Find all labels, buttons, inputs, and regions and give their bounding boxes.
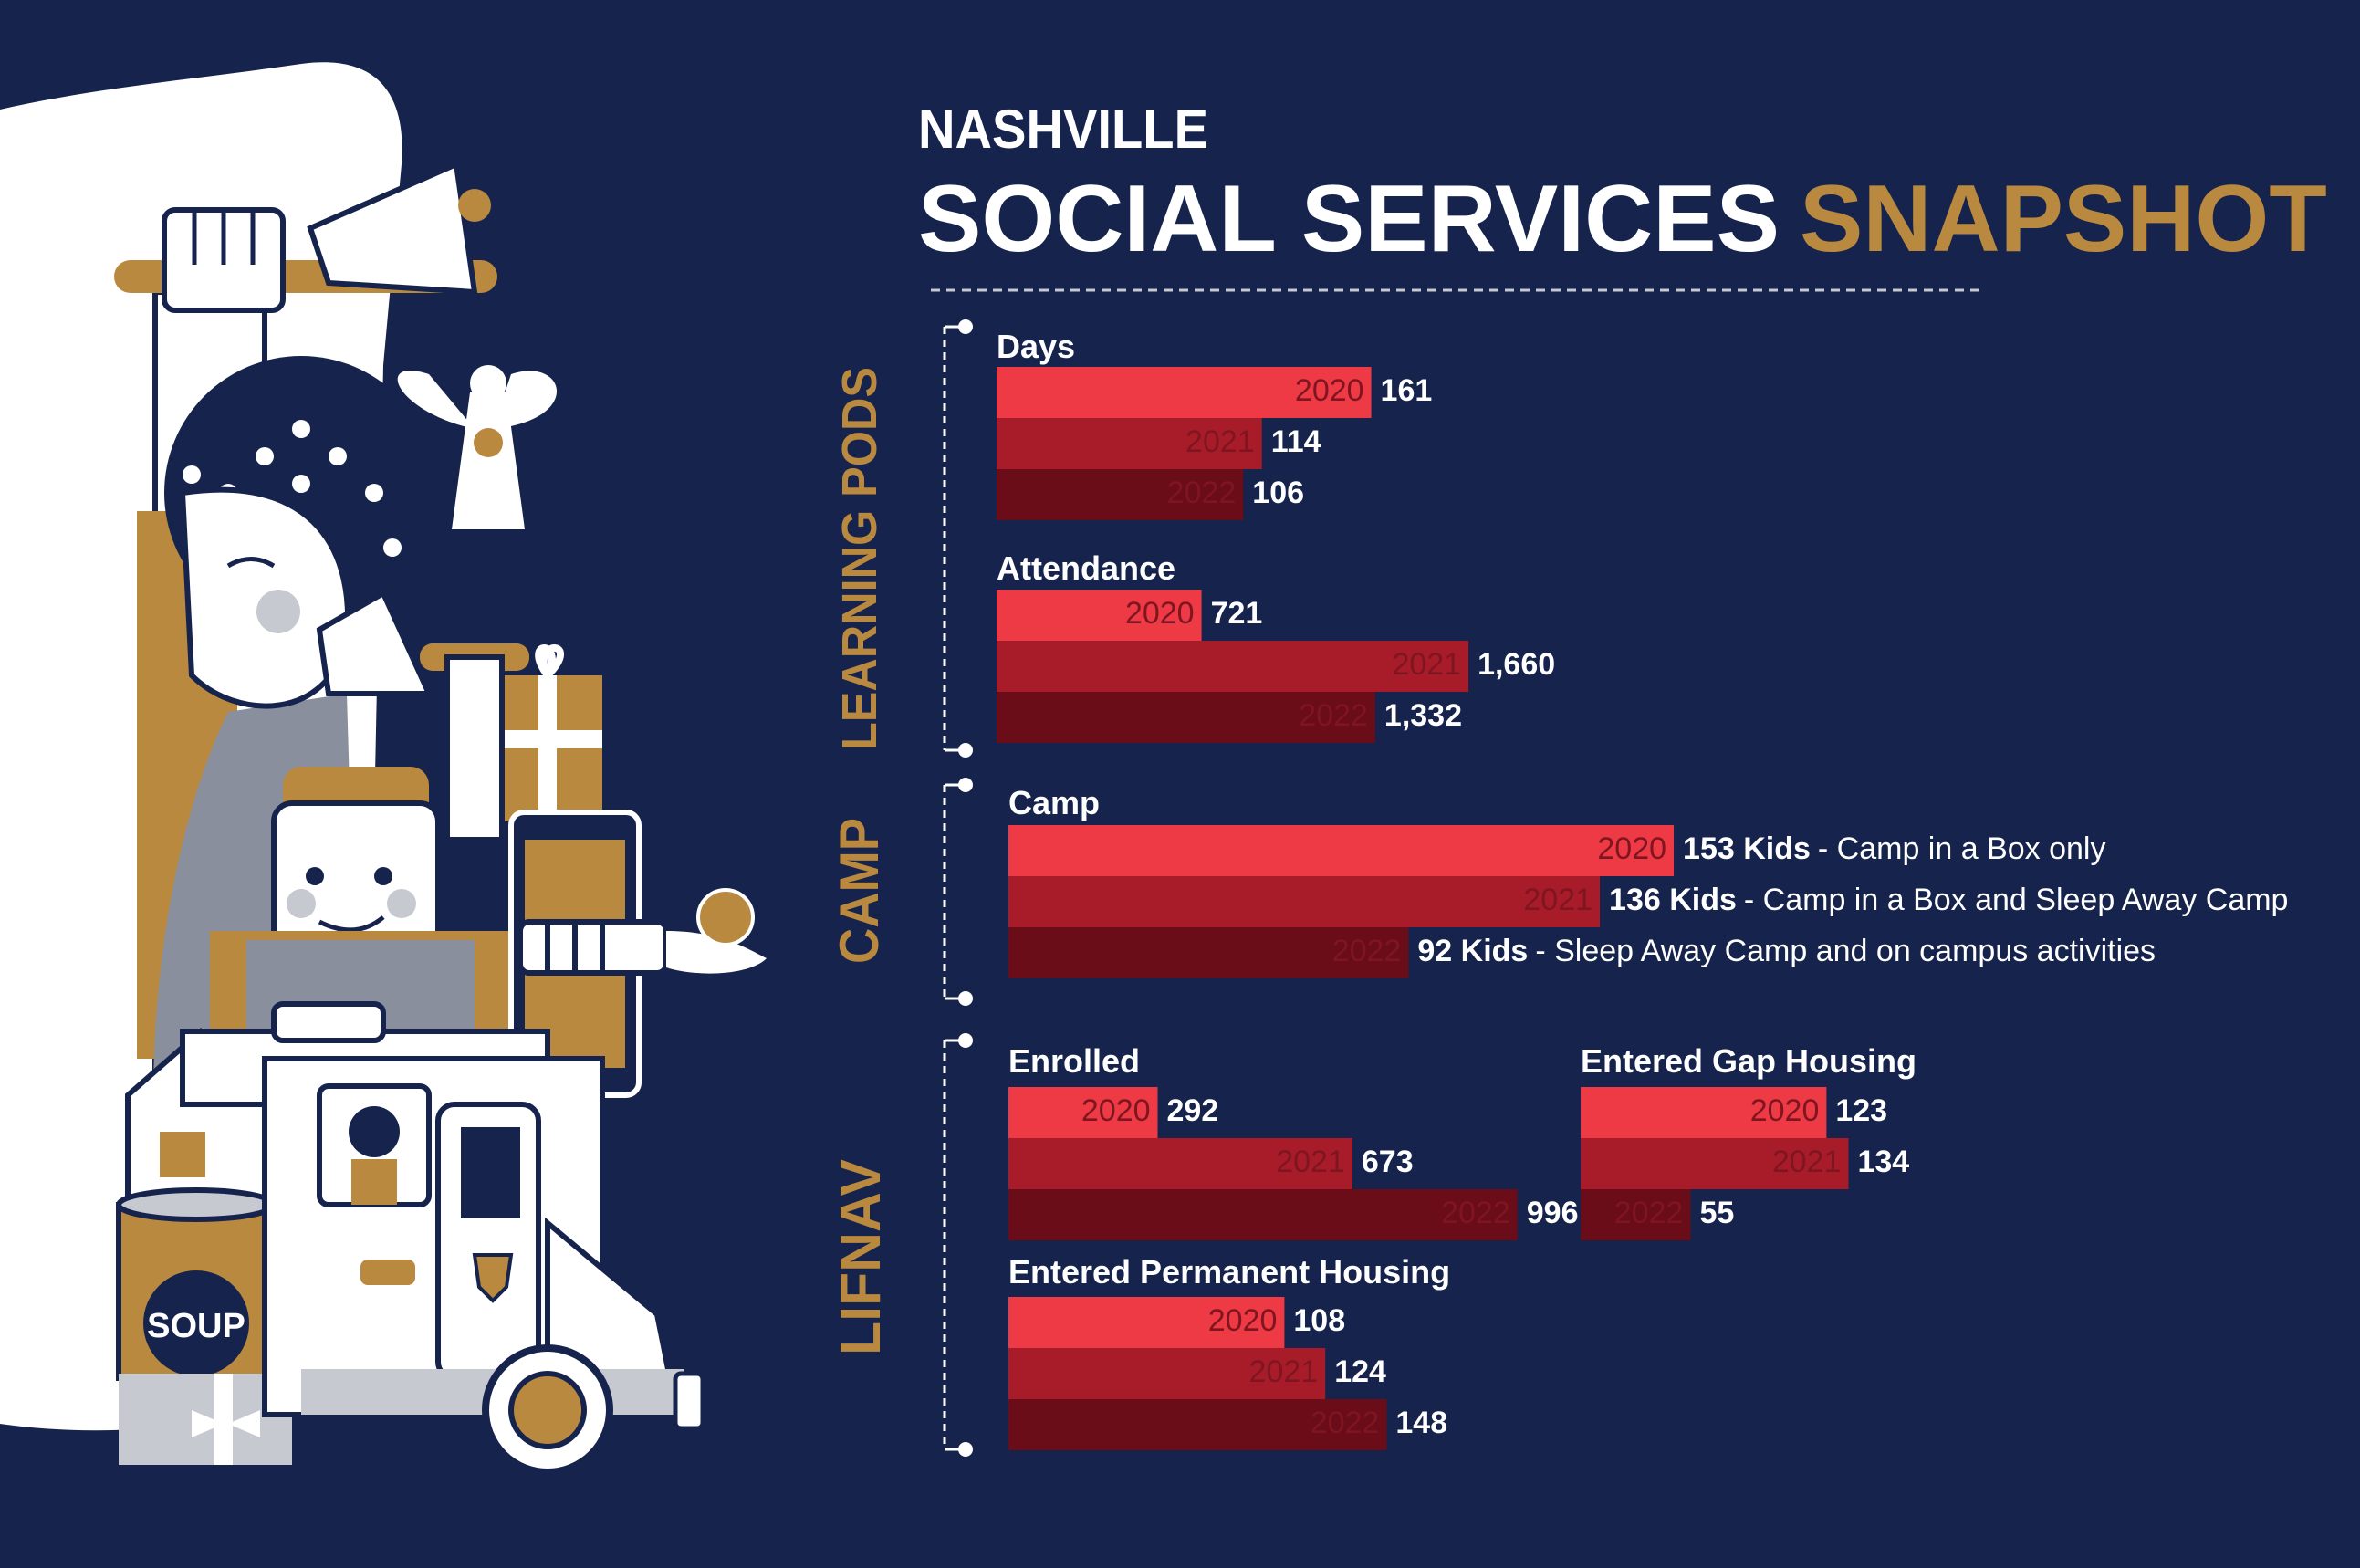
- bar-value-label: 1,332: [1384, 698, 1462, 733]
- bar-2021: [1008, 1348, 1326, 1399]
- bar-year-label: 2021: [1392, 647, 1461, 682]
- chart-title: Enrolled: [1008, 1042, 1140, 1080]
- bar-value-label: 153 Kids - Camp in a Box only: [1683, 831, 2105, 866]
- woman-figure: [164, 356, 438, 709]
- bar-2020: [1581, 1087, 1827, 1138]
- bar-2020: [997, 590, 1202, 641]
- bar-2021: [997, 418, 1262, 469]
- chart-days: Days 2020 161 2021 114 2022 106: [997, 328, 1432, 520]
- bar-2022: [1008, 927, 1409, 978]
- bar-value-label: 721: [1211, 596, 1263, 631]
- megaphone-hand-icon: [114, 160, 497, 313]
- bar-value-label: 108: [1293, 1303, 1345, 1338]
- bar-value-label: 1,660: [1478, 647, 1555, 682]
- panel-label-learning-pods: LEARNING PODS: [832, 367, 887, 750]
- title-gold-part: SNAPSHOT: [1800, 166, 2327, 272]
- panel-label-lifnav: LIFNAV: [830, 1159, 893, 1355]
- boy-figure: [210, 654, 511, 1040]
- panel-lifnav: LIFNAV: [830, 1033, 973, 1457]
- bar-value-label: 106: [1252, 476, 1304, 510]
- bar-2020: [1008, 1297, 1285, 1348]
- bar-value-label: 996: [1527, 1196, 1579, 1230]
- bar-year-label: 2022: [1299, 698, 1368, 733]
- chart-title: Days: [997, 328, 1075, 365]
- chart-title: Entered Permanent Housing: [1008, 1253, 1450, 1291]
- title-line2: SOCIAL SERVICES SNAPSHOT: [918, 166, 2327, 272]
- bar-2021: [1008, 876, 1601, 927]
- bracket-dot: [958, 1442, 973, 1457]
- bar-year-label: 2021: [1772, 1145, 1842, 1179]
- bar-value-label: 673: [1362, 1145, 1414, 1179]
- reaching-arm-with-ornament-icon: [517, 888, 767, 976]
- chart-title: Camp: [1008, 784, 1100, 821]
- panel-label-camp: CAMP: [829, 818, 890, 964]
- bar-year-label: 2022: [1167, 476, 1237, 510]
- food-truck-icon: [180, 1001, 705, 1476]
- bar-year-label: 2021: [1276, 1145, 1345, 1179]
- soup-can-icon: SOUP: [116, 1187, 277, 1381]
- chart-enrolled: Enrolled 2020 292 2021 673 2022 996: [1008, 1042, 1578, 1240]
- bar-value-label: 292: [1167, 1093, 1219, 1128]
- bar-year-label: 2020: [1295, 373, 1364, 408]
- chart-gap-housing: Entered Gap Housing 2020 123 2021 134 2022 55: [1581, 1042, 1916, 1240]
- bar-year-label: 2021: [1523, 883, 1592, 917]
- bar-value-label: 136 Kids - Camp in a Box and Sleep Away C…: [1609, 883, 2288, 917]
- bar-year-label: 2020: [1597, 831, 1666, 866]
- shield-emblem-icon: [472, 1253, 514, 1303]
- angel-ornament-icon: [397, 365, 557, 529]
- bar-2022: [1581, 1189, 1691, 1240]
- illustration: SOUP: [0, 62, 767, 1476]
- bar-year-label: 2020: [1125, 596, 1195, 631]
- bar-value-label: 123: [1835, 1093, 1887, 1128]
- gift-box-icon: [493, 644, 602, 821]
- bar-value-label: 114: [1271, 424, 1321, 459]
- bar-2020: [1008, 825, 1675, 876]
- chart-permanent-housing: Entered Permanent Housing 2020 108 2021 124 2…: [1008, 1253, 1450, 1450]
- bar-year-label: 2022: [1332, 934, 1402, 968]
- bar-year-label: 2022: [1441, 1196, 1510, 1230]
- bracket-dot: [958, 743, 973, 758]
- chart-title: Attendance: [997, 549, 1175, 587]
- bar-2021: [1581, 1138, 1849, 1189]
- bracket-dot: [958, 778, 973, 792]
- panel-camp: CAMP: [829, 778, 973, 1006]
- chart-attendance: Attendance 2020 721 2021 1,660 2022 1,332: [997, 549, 1555, 743]
- bar-value-label: 148: [1395, 1406, 1447, 1440]
- bar-value-label: 55: [1699, 1196, 1734, 1230]
- bar-2021: [997, 641, 1469, 692]
- bar-year-label: 2020: [1208, 1303, 1278, 1338]
- chart-camp: Camp 2020 153 Kids - Camp in a Box only 2021…: [1008, 784, 2288, 978]
- bar-2020: [1008, 1087, 1158, 1138]
- bar-year-label: 2020: [1081, 1093, 1151, 1128]
- soup-label: SOUP: [147, 1307, 245, 1345]
- bar-2022: [997, 469, 1244, 520]
- title-white-part: SOCIAL SERVICES: [918, 166, 1780, 272]
- bar-year-label: 2022: [1614, 1196, 1684, 1230]
- bar-2022: [1008, 1189, 1518, 1240]
- title-line1: NASHVILLE: [918, 99, 1208, 160]
- bracket-dot: [958, 1033, 973, 1048]
- bracket-dot: [958, 991, 973, 1006]
- bar-value-label: 161: [1381, 373, 1433, 408]
- chart-title: Entered Gap Housing: [1581, 1042, 1916, 1080]
- bar-year-label: 2020: [1750, 1093, 1820, 1128]
- bar-2021: [1008, 1138, 1352, 1189]
- bracket-dot: [958, 319, 973, 334]
- panel-learning-pods: LEARNING PODS: [832, 319, 973, 758]
- bar-2020: [997, 367, 1372, 418]
- bar-year-label: 2022: [1311, 1406, 1380, 1440]
- bar-value-label: 92 Kids - Sleep Away Camp and on campus a…: [1417, 934, 2156, 968]
- bar-year-label: 2021: [1185, 424, 1255, 459]
- bar-value-label: 124: [1334, 1354, 1386, 1389]
- bar-year-label: 2021: [1249, 1354, 1319, 1389]
- bar-2022: [997, 692, 1375, 743]
- bar-2022: [1008, 1399, 1387, 1450]
- bar-value-label: 134: [1857, 1145, 1909, 1179]
